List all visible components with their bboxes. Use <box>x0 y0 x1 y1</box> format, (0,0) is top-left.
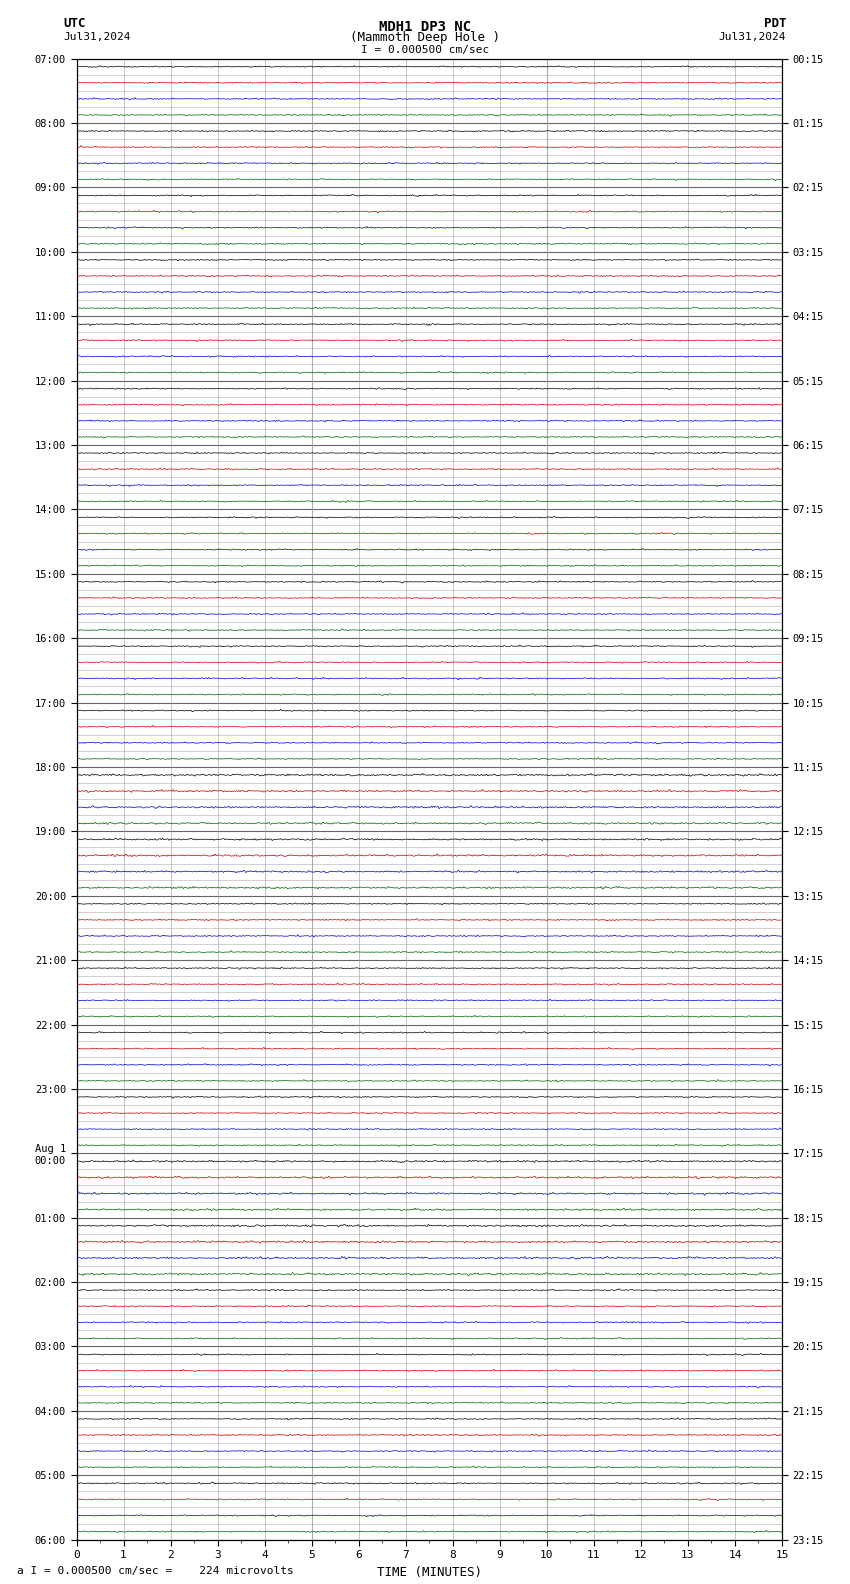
X-axis label: TIME (MINUTES): TIME (MINUTES) <box>377 1565 482 1579</box>
Text: MDH1 DP3 NC: MDH1 DP3 NC <box>379 21 471 33</box>
Text: (Mammoth Deep Hole ): (Mammoth Deep Hole ) <box>350 32 500 44</box>
Text: Jul31,2024: Jul31,2024 <box>64 32 131 41</box>
Text: PDT: PDT <box>764 17 786 30</box>
Text: UTC: UTC <box>64 17 86 30</box>
Text: I = 0.000500 cm/sec: I = 0.000500 cm/sec <box>361 44 489 54</box>
Text: a I = 0.000500 cm/sec =    224 microvolts: a I = 0.000500 cm/sec = 224 microvolts <box>17 1567 294 1576</box>
Text: Jul31,2024: Jul31,2024 <box>719 32 786 41</box>
